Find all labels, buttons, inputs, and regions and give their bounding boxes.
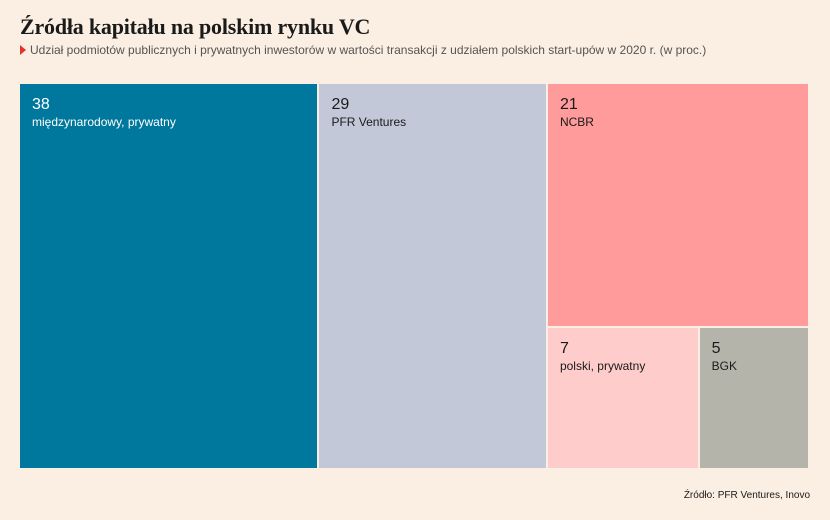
tile-category-label: BGK: [711, 359, 737, 374]
tile-value-label: 38: [32, 96, 50, 113]
treemap-tile: 21 NCBR: [547, 84, 808, 327]
tile-value-label: 5: [711, 340, 721, 358]
tile-category-label: międzynarodowy, prywatny: [32, 115, 176, 129]
chart-subtitle-text: Udział podmiotów publicznych i prywatnyc…: [30, 43, 707, 57]
triangle-marker-icon: [20, 45, 26, 55]
source-note: Źródło: PFR Ventures, Inovo: [683, 490, 810, 501]
tile-category-label: PFR Ventures: [331, 115, 407, 129]
tile-value-label: 21: [559, 96, 578, 113]
treemap: 38 międzynarodowy, prywatny 29 PFR Ventures…: [20, 84, 808, 468]
tile-category-label: NCBR: [559, 115, 594, 129]
treemap-tile: 29 PFR Ventures: [319, 84, 546, 468]
tile-value-label: 7: [559, 340, 569, 358]
tile-category-label: polski, prywatny: [559, 359, 646, 374]
treemap-tile: 7 polski, prywatny: [547, 328, 698, 468]
chart-subtitle: Udział podmiotów publicznych i prywatnyc…: [20, 43, 706, 57]
treemap-tile: 5 BGK: [699, 328, 808, 468]
treemap-tile: 38 międzynarodowy, prywatny: [20, 84, 318, 468]
tile-value-label: 29: [331, 96, 350, 113]
chart-title: Źródła kapitału na polskim rynku VC: [20, 14, 371, 39]
